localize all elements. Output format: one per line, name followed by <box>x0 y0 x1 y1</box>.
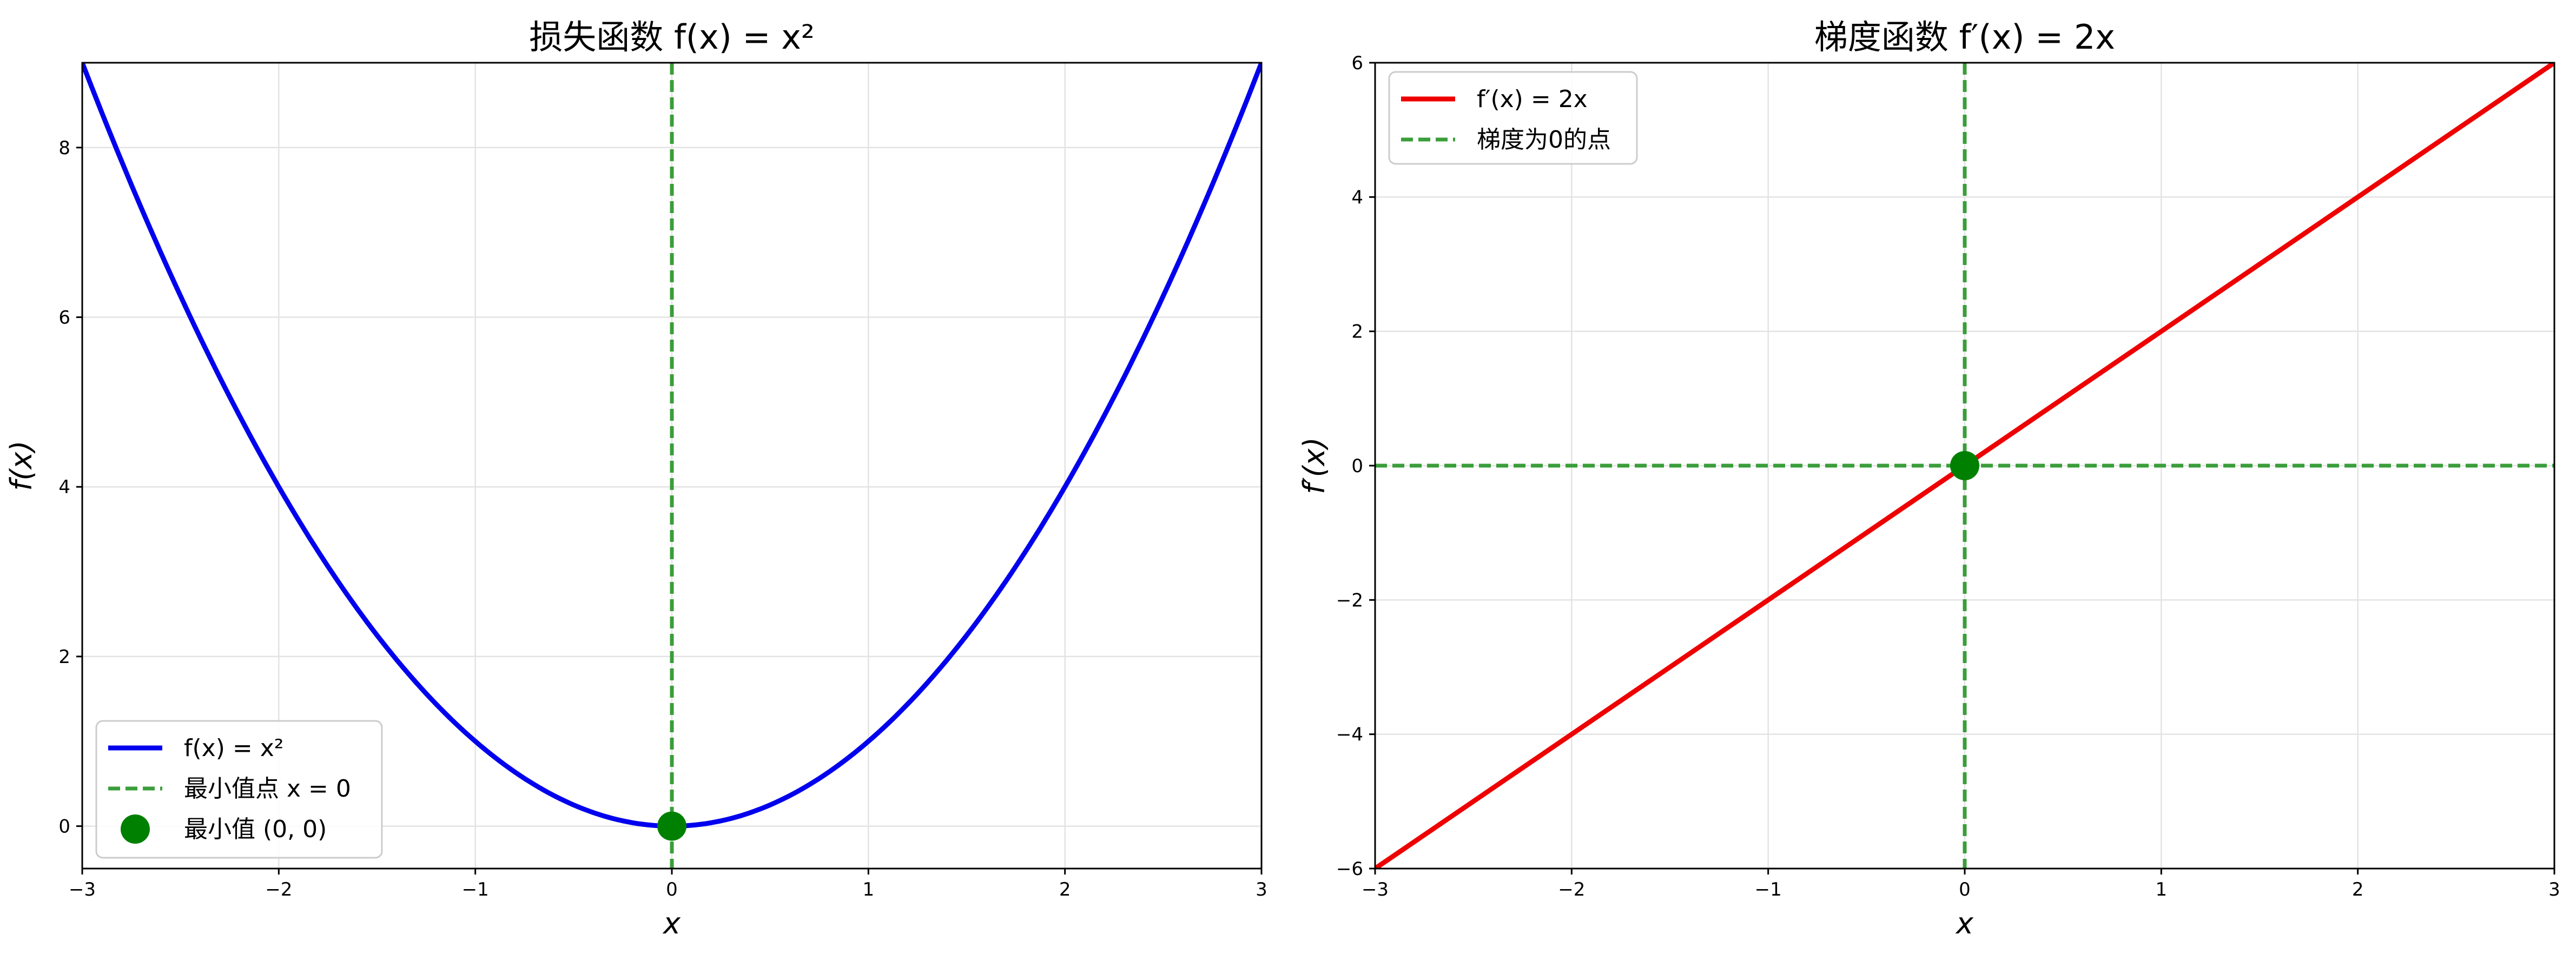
legend-marker <box>121 814 150 844</box>
y-tick-label: 4 <box>58 476 70 498</box>
chart-title: 损失函数 f(x) = x² <box>529 17 815 57</box>
x-tick-label: −2 <box>265 879 292 900</box>
x-tick-label: −3 <box>69 879 96 900</box>
legend: f′(x) = 2x 梯度为0的点 <box>1388 71 1638 165</box>
legend-box <box>95 720 383 859</box>
y-tick-label: −2 <box>1336 589 1363 611</box>
y-axis-label: f′(x) <box>1297 437 1331 494</box>
y-tick-label: −6 <box>1336 858 1363 880</box>
y-tick-label: 2 <box>58 646 70 668</box>
chart-1: −3 −2 −1 0 1 2 3 0 2 4 6 8 损失函数 f(x) = x² x f(x) f(x) =… <box>4 17 1267 940</box>
x-tick-label: 2 <box>1059 879 1071 900</box>
data-point <box>1950 451 1979 480</box>
x-tick-label: −1 <box>462 879 489 900</box>
x-tick-label: −1 <box>1755 879 1782 900</box>
legend: f(x) = x² 最小值点 x = 0 最小值 (0, 0) <box>95 720 383 859</box>
chart-2: −3 −2 −1 0 1 2 3 −6 −4 −2 0 2 4 6 梯度函数 f′(x) = 2x x f′(x… <box>1297 17 2560 940</box>
legend-label: 梯度为0的点 <box>1477 126 1611 154</box>
x-tick-label: −3 <box>1362 879 1389 900</box>
x-tick-label: 1 <box>2156 879 2168 900</box>
y-tick-label: 6 <box>58 307 70 329</box>
y-tick-label: 0 <box>1351 455 1363 477</box>
y-tick-label: 4 <box>1351 187 1363 208</box>
x-axis-label: x <box>662 906 681 940</box>
y-tick-label: 6 <box>1351 52 1363 74</box>
chart-title: 梯度函数 f′(x) = 2x <box>1814 17 2115 57</box>
legend-label: 最小值点 x = 0 <box>184 775 351 803</box>
x-tick-label: 3 <box>1256 879 1267 900</box>
y-tick-label: 0 <box>58 816 70 838</box>
y-tick-label: 8 <box>58 137 70 159</box>
x-tick-label: 1 <box>863 879 875 900</box>
x-tick-label: −2 <box>1558 879 1585 900</box>
legend-label: f′(x) = 2x <box>1477 85 1588 113</box>
x-tick-label: 0 <box>1959 879 1971 900</box>
y-axis-label: f(x) <box>4 440 38 491</box>
y-tick-label: −4 <box>1336 724 1363 746</box>
data-point <box>657 811 686 841</box>
legend-box <box>1388 71 1638 165</box>
x-axis-label: x <box>1955 906 1974 940</box>
x-tick-label: 2 <box>2352 879 2364 900</box>
x-tick-label: 3 <box>2548 879 2560 900</box>
y-tick-label: 2 <box>1351 321 1363 343</box>
legend-label: f(x) = x² <box>184 734 283 762</box>
x-tick-label: 0 <box>666 879 678 900</box>
legend-label: 最小值 (0, 0) <box>184 816 327 843</box>
